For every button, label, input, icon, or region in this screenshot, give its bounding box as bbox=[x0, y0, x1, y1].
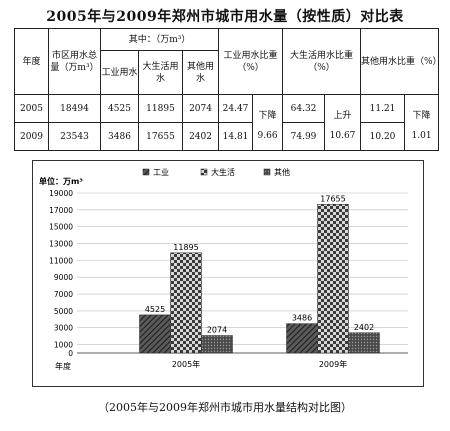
y-tick-label: 5000 bbox=[54, 307, 73, 316]
legend-swatch bbox=[263, 168, 271, 176]
header-breakdown: 其中：（万m³） bbox=[99, 28, 220, 51]
x-tick-label: 2005年 bbox=[172, 359, 200, 369]
legend-swatch bbox=[200, 168, 208, 176]
legend-label: 其他 bbox=[274, 167, 290, 177]
data-label: 2402 bbox=[354, 323, 374, 332]
industry-change-spacer bbox=[252, 94, 284, 109]
other-change-label: 下降 bbox=[404, 108, 440, 123]
bar bbox=[201, 335, 233, 354]
unit-label: 单位：万m³ bbox=[39, 176, 83, 186]
legend-label: 大生活 bbox=[211, 167, 235, 177]
row-2005-other: 2074 bbox=[181, 94, 220, 123]
header-domestic-ratio: 大生活用水比重（%） bbox=[282, 28, 362, 95]
row-2009-industry: 3486 bbox=[100, 122, 139, 151]
x-axis: 2005年 2009年 bbox=[172, 359, 347, 369]
domestic-change-label: 上升 bbox=[324, 108, 362, 123]
chart-frame: 单位：万m³ 工业 大生活 其他 0 1000 3000 5000 7000 9000 1100… bbox=[32, 160, 424, 387]
domestic-change-spacer bbox=[324, 94, 362, 109]
y-tick-label: 19000 bbox=[49, 189, 73, 198]
x-axis-title: 年度 bbox=[55, 361, 71, 371]
data-label: 17655 bbox=[320, 194, 345, 203]
table-title: 2005年与2009年郑州市城市用水量（按性质）对比表 bbox=[46, 9, 404, 25]
row-2005-other-ratio: 11.21 bbox=[360, 94, 406, 123]
bar bbox=[170, 252, 202, 354]
header-industry-ratio: 工业用水比重（%） bbox=[218, 28, 284, 95]
data-label: 3486 bbox=[292, 314, 312, 323]
row-2005-industry: 4525 bbox=[100, 94, 139, 123]
row-2009-domestic-ratio: 74.99 bbox=[282, 122, 326, 151]
bar bbox=[286, 323, 318, 354]
header-other-ratio: 其他用水比重（%） bbox=[360, 28, 442, 95]
row-2009-other-ratio: 10.20 bbox=[360, 122, 406, 151]
header-domestic: 大生活用水 bbox=[138, 50, 183, 95]
header-year: 年度 bbox=[14, 28, 49, 95]
x-tick-label: 2009年 bbox=[319, 359, 347, 369]
data-label: 2074 bbox=[207, 326, 227, 335]
row-2009-other: 2402 bbox=[181, 122, 220, 151]
row-2005-total: 18494 bbox=[48, 94, 101, 123]
other-change-value: 1.01 bbox=[404, 122, 440, 151]
row-2005-domestic: 11895 bbox=[138, 94, 183, 123]
y-tick-label: 15000 bbox=[49, 223, 73, 232]
header-total: 市区用水总量（万m³） bbox=[48, 28, 101, 95]
header-other: 其他用水 bbox=[181, 50, 220, 95]
legend-swatch bbox=[142, 168, 150, 176]
gridlines bbox=[77, 192, 408, 354]
figure-caption: （2005年与2009年郑州市城市用水量结构对比图） bbox=[98, 401, 352, 414]
domestic-change-value: 10.67 bbox=[324, 122, 362, 151]
bar bbox=[317, 204, 349, 354]
data-label: 11895 bbox=[173, 243, 198, 252]
industry-change-value: 9.66 bbox=[252, 122, 284, 151]
y-tick-label: 17000 bbox=[49, 206, 73, 215]
bar bbox=[139, 314, 171, 354]
y-tick-label: 13000 bbox=[49, 240, 73, 249]
bar bbox=[348, 332, 380, 354]
y-tick-label: 11000 bbox=[49, 256, 73, 265]
row-2009-year: 2009 bbox=[14, 122, 49, 151]
legend: 工业 大生活 其他 bbox=[142, 167, 290, 177]
data-label: 4525 bbox=[145, 305, 165, 314]
industry-change-label: 下降 bbox=[252, 108, 284, 123]
legend-label: 工业 bbox=[153, 167, 169, 177]
water-usage-table: 年度 市区用水总量（万m³） 其中：（万m³） 工业用水比重（%） 大生活用水比… bbox=[14, 28, 442, 151]
header-industry: 工业用水 bbox=[100, 50, 139, 95]
row-2009-industry-ratio: 14.81 bbox=[218, 122, 254, 151]
bars: 4525 11895 2074 3486 17655 2402 bbox=[139, 194, 380, 354]
row-2009-domestic: 17655 bbox=[138, 122, 183, 151]
y-tick-label: 0 bbox=[68, 349, 73, 358]
row-2005-domestic-ratio: 64.32 bbox=[282, 94, 326, 123]
y-tick-label: 3000 bbox=[54, 324, 73, 333]
row-2005-year: 2005 bbox=[14, 94, 49, 123]
y-tick-label: 7000 bbox=[54, 290, 73, 299]
row-2009-total: 23543 bbox=[48, 122, 101, 151]
row-2005-industry-ratio: 24.47 bbox=[218, 94, 254, 123]
y-tick-label: 1000 bbox=[54, 341, 73, 350]
other-change-spacer bbox=[404, 94, 440, 109]
y-tick-label: 9000 bbox=[54, 273, 73, 282]
